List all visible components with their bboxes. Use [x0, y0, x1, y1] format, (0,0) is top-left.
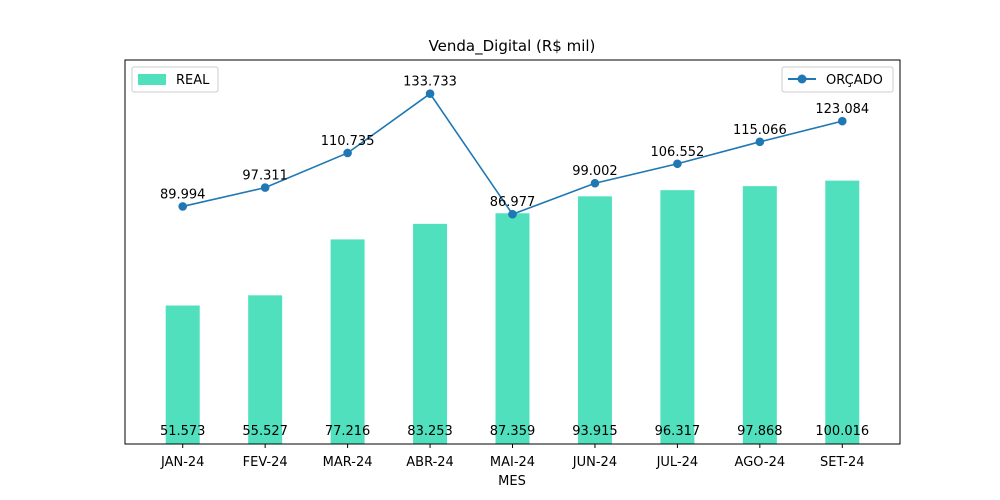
chart-title: Venda_Digital (R$ mil) [429, 37, 596, 56]
bar-real-jul-24 [660, 190, 695, 444]
x-axis: JAN-24 FEV-24 MAR-24 ABR-24 MAI-24 JUN-24 JUL-… [160, 444, 865, 470]
bar-real-jun-24 [577, 196, 612, 444]
x-tick-label-mar-24: MAR-24 [323, 455, 373, 470]
point-orcado-jan-24 [178, 202, 188, 211]
label-orcado-jun-24: 99.002 [572, 164, 618, 179]
label-orcado-mai-24: 86.977 [490, 195, 536, 210]
legend-real-swatch [138, 74, 166, 85]
label-real-set-24: 100.016 [815, 424, 869, 439]
label-real-ago-24: 97.868 [737, 424, 783, 439]
x-tick-label-jan-24: JAN-24 [160, 455, 204, 470]
line-layer [178, 89, 847, 219]
point-orcado-set-24 [837, 116, 847, 126]
label-orcado-ago-24: 115.066 [733, 123, 787, 138]
x-tick-label-set-24: SET-24 [820, 455, 864, 470]
x-tick-label-abr-24: ABR-24 [406, 455, 454, 470]
legend-orcado-label: ORÇADO [826, 73, 883, 88]
label-real-mar-24: 77.216 [325, 424, 371, 439]
point-orcado-jul-24 [673, 159, 682, 169]
x-tick-label-jul-24: JUL-24 [656, 455, 699, 470]
bar-real-fev-24 [248, 295, 283, 444]
bar-real-abr-24 [413, 223, 448, 444]
x-tick-label-ago-24: AGO-24 [735, 455, 786, 470]
label-real-jan-24: 51.573 [160, 424, 206, 439]
label-orcado-set-24: 123.084 [815, 102, 869, 117]
x-tick-label-mai-24: MAI-24 [490, 455, 535, 470]
point-orcado-fev-24 [260, 183, 270, 192]
bar-real-jan-24 [165, 305, 200, 444]
point-orcado-abr-24 [425, 89, 435, 98]
bar-real-ago-24 [742, 186, 777, 445]
label-orcado-jan-24: 89.994 [160, 187, 206, 202]
x-tick-label-jun-24: JUN-24 [572, 455, 617, 470]
bar-real-set-24 [825, 180, 860, 444]
label-real-fev-24: 55.527 [242, 424, 288, 439]
point-orcado-mai-24 [508, 209, 517, 219]
label-orcado-jul-24: 106.552 [651, 145, 705, 160]
bar-real-mai-24 [495, 213, 530, 444]
legend-orcado-marker [797, 74, 807, 84]
bars-layer [165, 180, 860, 445]
label-orcado-mar-24: 110.735 [321, 134, 375, 149]
x-axis-label: MES [498, 474, 526, 489]
legend-real-box [131, 66, 219, 93]
data-labels-layer: 89.994 97.311 110.735 133.733 86.977 99.002 10… [160, 75, 869, 439]
legend-real: REAL [131, 66, 219, 93]
label-orcado-abr-24: 133.733 [403, 75, 457, 90]
point-orcado-jun-24 [590, 178, 600, 188]
label-orcado-fev-24: 97.311 [242, 169, 288, 184]
x-tick-label-fev-24: FEV-24 [243, 455, 288, 470]
label-real-jun-24: 93.915 [572, 424, 618, 439]
point-orcado-mar-24 [343, 148, 352, 158]
legend-real-label: REAL [176, 73, 210, 88]
legend-orcado-box [781, 66, 894, 93]
label-real-mai-24: 87.359 [490, 424, 536, 439]
label-real-abr-24: 83.253 [407, 424, 453, 439]
point-orcado-ago-24 [755, 137, 765, 147]
legend-orcado: ORÇADO [781, 66, 894, 93]
label-real-jul-24: 96.317 [655, 424, 701, 439]
bar-real-mar-24 [330, 239, 365, 444]
